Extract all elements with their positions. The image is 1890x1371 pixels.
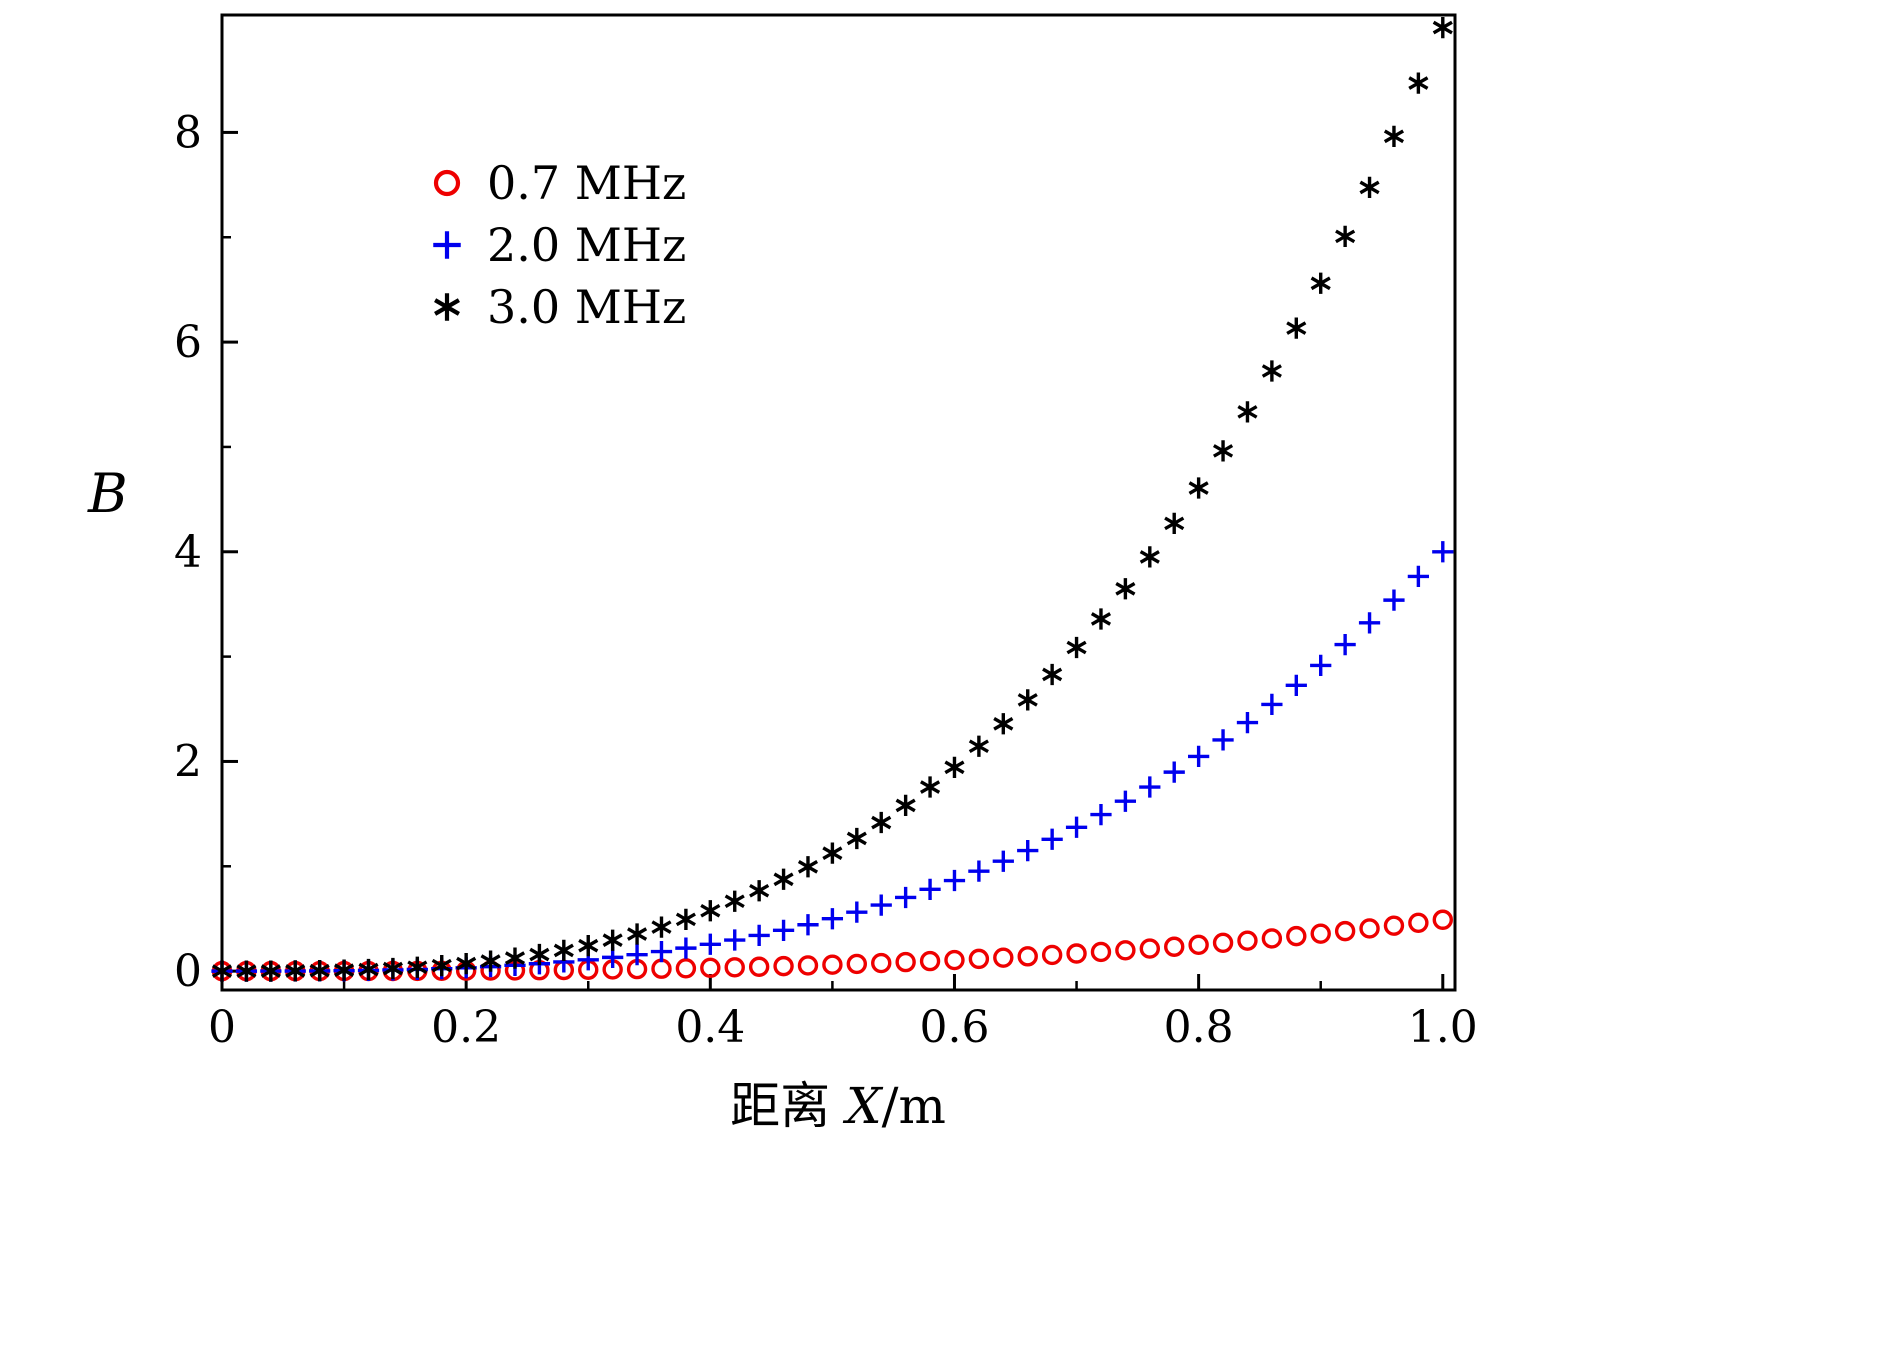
svg-text:2: 2: [174, 736, 202, 787]
series-20MHz: [211, 541, 1454, 982]
circle-marker-icon: [433, 169, 461, 197]
svg-text:0.2: 0.2: [431, 1002, 501, 1053]
legend-label: 2.0 MHz: [487, 218, 687, 272]
legend: 0.7 MHz 2.0 MHz 3.0 MHz: [425, 152, 686, 338]
x-axis-title-unit: /m: [881, 1077, 946, 1135]
svg-text:1.0: 1.0: [1408, 1002, 1478, 1053]
plus-marker-icon: [433, 231, 461, 259]
series-30MHz: [211, 16, 1453, 982]
legend-item-0-7mhz: 0.7 MHz: [425, 152, 686, 214]
svg-text:6: 6: [174, 317, 202, 368]
legend-label: 0.7 MHz: [487, 156, 687, 210]
svg-text:4: 4: [174, 527, 202, 578]
legend-label: 3.0 MHz: [487, 280, 687, 334]
legend-item-3-0mhz: 3.0 MHz: [425, 276, 686, 338]
asterisk-marker-icon: [434, 293, 460, 321]
svg-text:0: 0: [174, 946, 202, 997]
y-axis-title: B: [88, 462, 128, 525]
svg-text:8: 8: [174, 107, 202, 158]
svg-text:0.8: 0.8: [1164, 1002, 1234, 1053]
x-axis-title-variable: X: [846, 1077, 882, 1135]
x-axis-title: 距离 X/m: [538, 1066, 1138, 1138]
svg-text:0: 0: [208, 1002, 236, 1053]
x-axis-title-text: 距离: [730, 1077, 847, 1135]
svg-text:0.4: 0.4: [675, 1002, 745, 1053]
legend-item-2-0mhz: 2.0 MHz: [425, 214, 686, 276]
svg-text:0.6: 0.6: [919, 1002, 989, 1053]
